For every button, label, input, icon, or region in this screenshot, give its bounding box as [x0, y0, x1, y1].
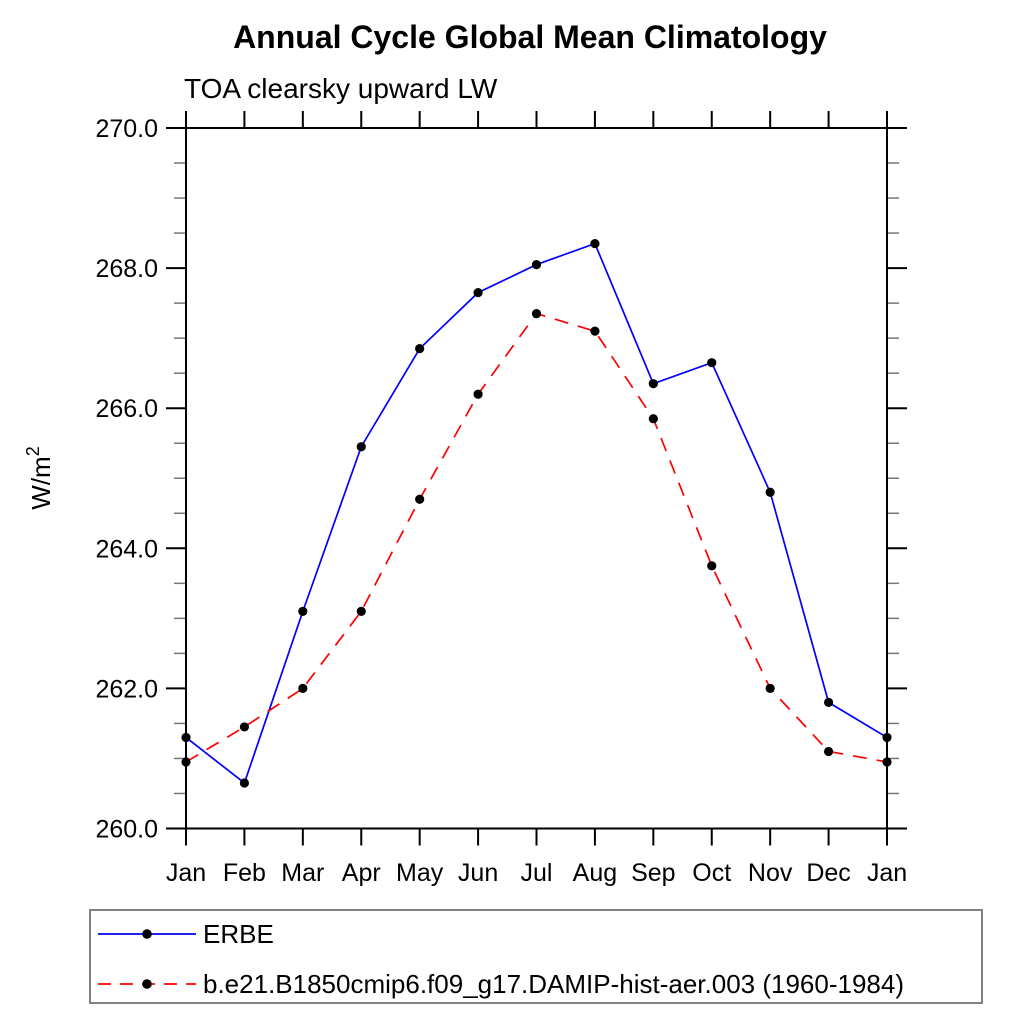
model-line [185, 312, 888, 763]
erbe-data-point-marker [473, 288, 483, 298]
x-tick-label: Jul [521, 859, 553, 887]
erbe-data-point-marker [356, 442, 366, 452]
y-tick-label: 268.0 [95, 255, 158, 283]
chart-title: Annual Cycle Global Mean Climatology [233, 19, 827, 55]
model-data-point-marker [707, 561, 717, 571]
erbe-data-point-marker [648, 379, 658, 389]
erbe-data-point-marker [531, 259, 542, 270]
y-axis-label: W/m2 [23, 446, 56, 509]
x-tick-label: Apr [342, 859, 381, 887]
y-tick-label: 262.0 [95, 675, 158, 703]
data-series [181, 238, 892, 788]
x-tick-label: Jun [458, 859, 498, 887]
model-data-point-marker [531, 309, 542, 319]
x-tick-label: Mar [281, 859, 324, 887]
erbe-data-point-marker [239, 778, 250, 788]
legend-sample-marker-model [142, 979, 152, 989]
erbe-data-point-marker [823, 697, 834, 708]
model-data-point-marker [356, 606, 366, 616]
erbe-data-point-marker [765, 487, 775, 497]
axis-ticks [166, 111, 907, 846]
y-tick-label: 270.0 [95, 115, 158, 143]
x-tick-label: May [396, 859, 444, 887]
erbe-data-point-marker [415, 344, 425, 354]
y-axis-label-exponent: 2 [23, 446, 43, 456]
model-data-point-marker [415, 494, 425, 504]
erbe-data-point-marker [298, 606, 308, 616]
model-data-point-marker [473, 389, 483, 399]
model-data-point-marker [648, 414, 658, 424]
x-tick-label: Sep [631, 859, 675, 887]
model-data-point-marker [298, 683, 308, 694]
legend-label-model: b.e21.B1850cmip6.f09_g17.DAMIP-hist-aer.… [203, 969, 904, 999]
y-axis-label-base: W/m [26, 456, 56, 509]
x-tick-label: Nov [748, 859, 793, 887]
erbe-data-point-marker [707, 358, 717, 368]
x-tick-label: Aug [573, 859, 617, 887]
legend-sample-marker-erbe [142, 929, 152, 939]
erbe-data-point-marker [590, 238, 600, 249]
x-tick-label: Feb [223, 859, 266, 887]
model-data-point-marker [765, 683, 775, 694]
legend-label-erbe: ERBE [203, 919, 274, 949]
x-tick-label: Dec [806, 859, 850, 887]
y-tick-label: 264.0 [95, 535, 158, 563]
model-data-point-marker [239, 722, 250, 732]
legend-border [89, 909, 983, 1004]
axis-tick-labels: Jan Feb Mar Apr May Jun Jul Aug Sep Oct Nov Dec Jan 2… [95, 115, 907, 887]
legend-box: ERBE b.e21.B1850cmip6.f09_g17.DAMIP-hist… [89, 909, 983, 1004]
model-data-point-marker [823, 746, 834, 757]
x-tick-label: Oct [692, 859, 731, 887]
x-tick-label: Jan [867, 859, 907, 887]
chart-subtitle: TOA clearsky upward LW [184, 73, 498, 104]
x-tick-label: Jan [166, 859, 206, 887]
y-tick-label: 266.0 [95, 395, 158, 423]
y-tick-label: 260.0 [95, 816, 158, 844]
plot-frame [185, 127, 888, 830]
model-data-point-marker [590, 326, 600, 336]
